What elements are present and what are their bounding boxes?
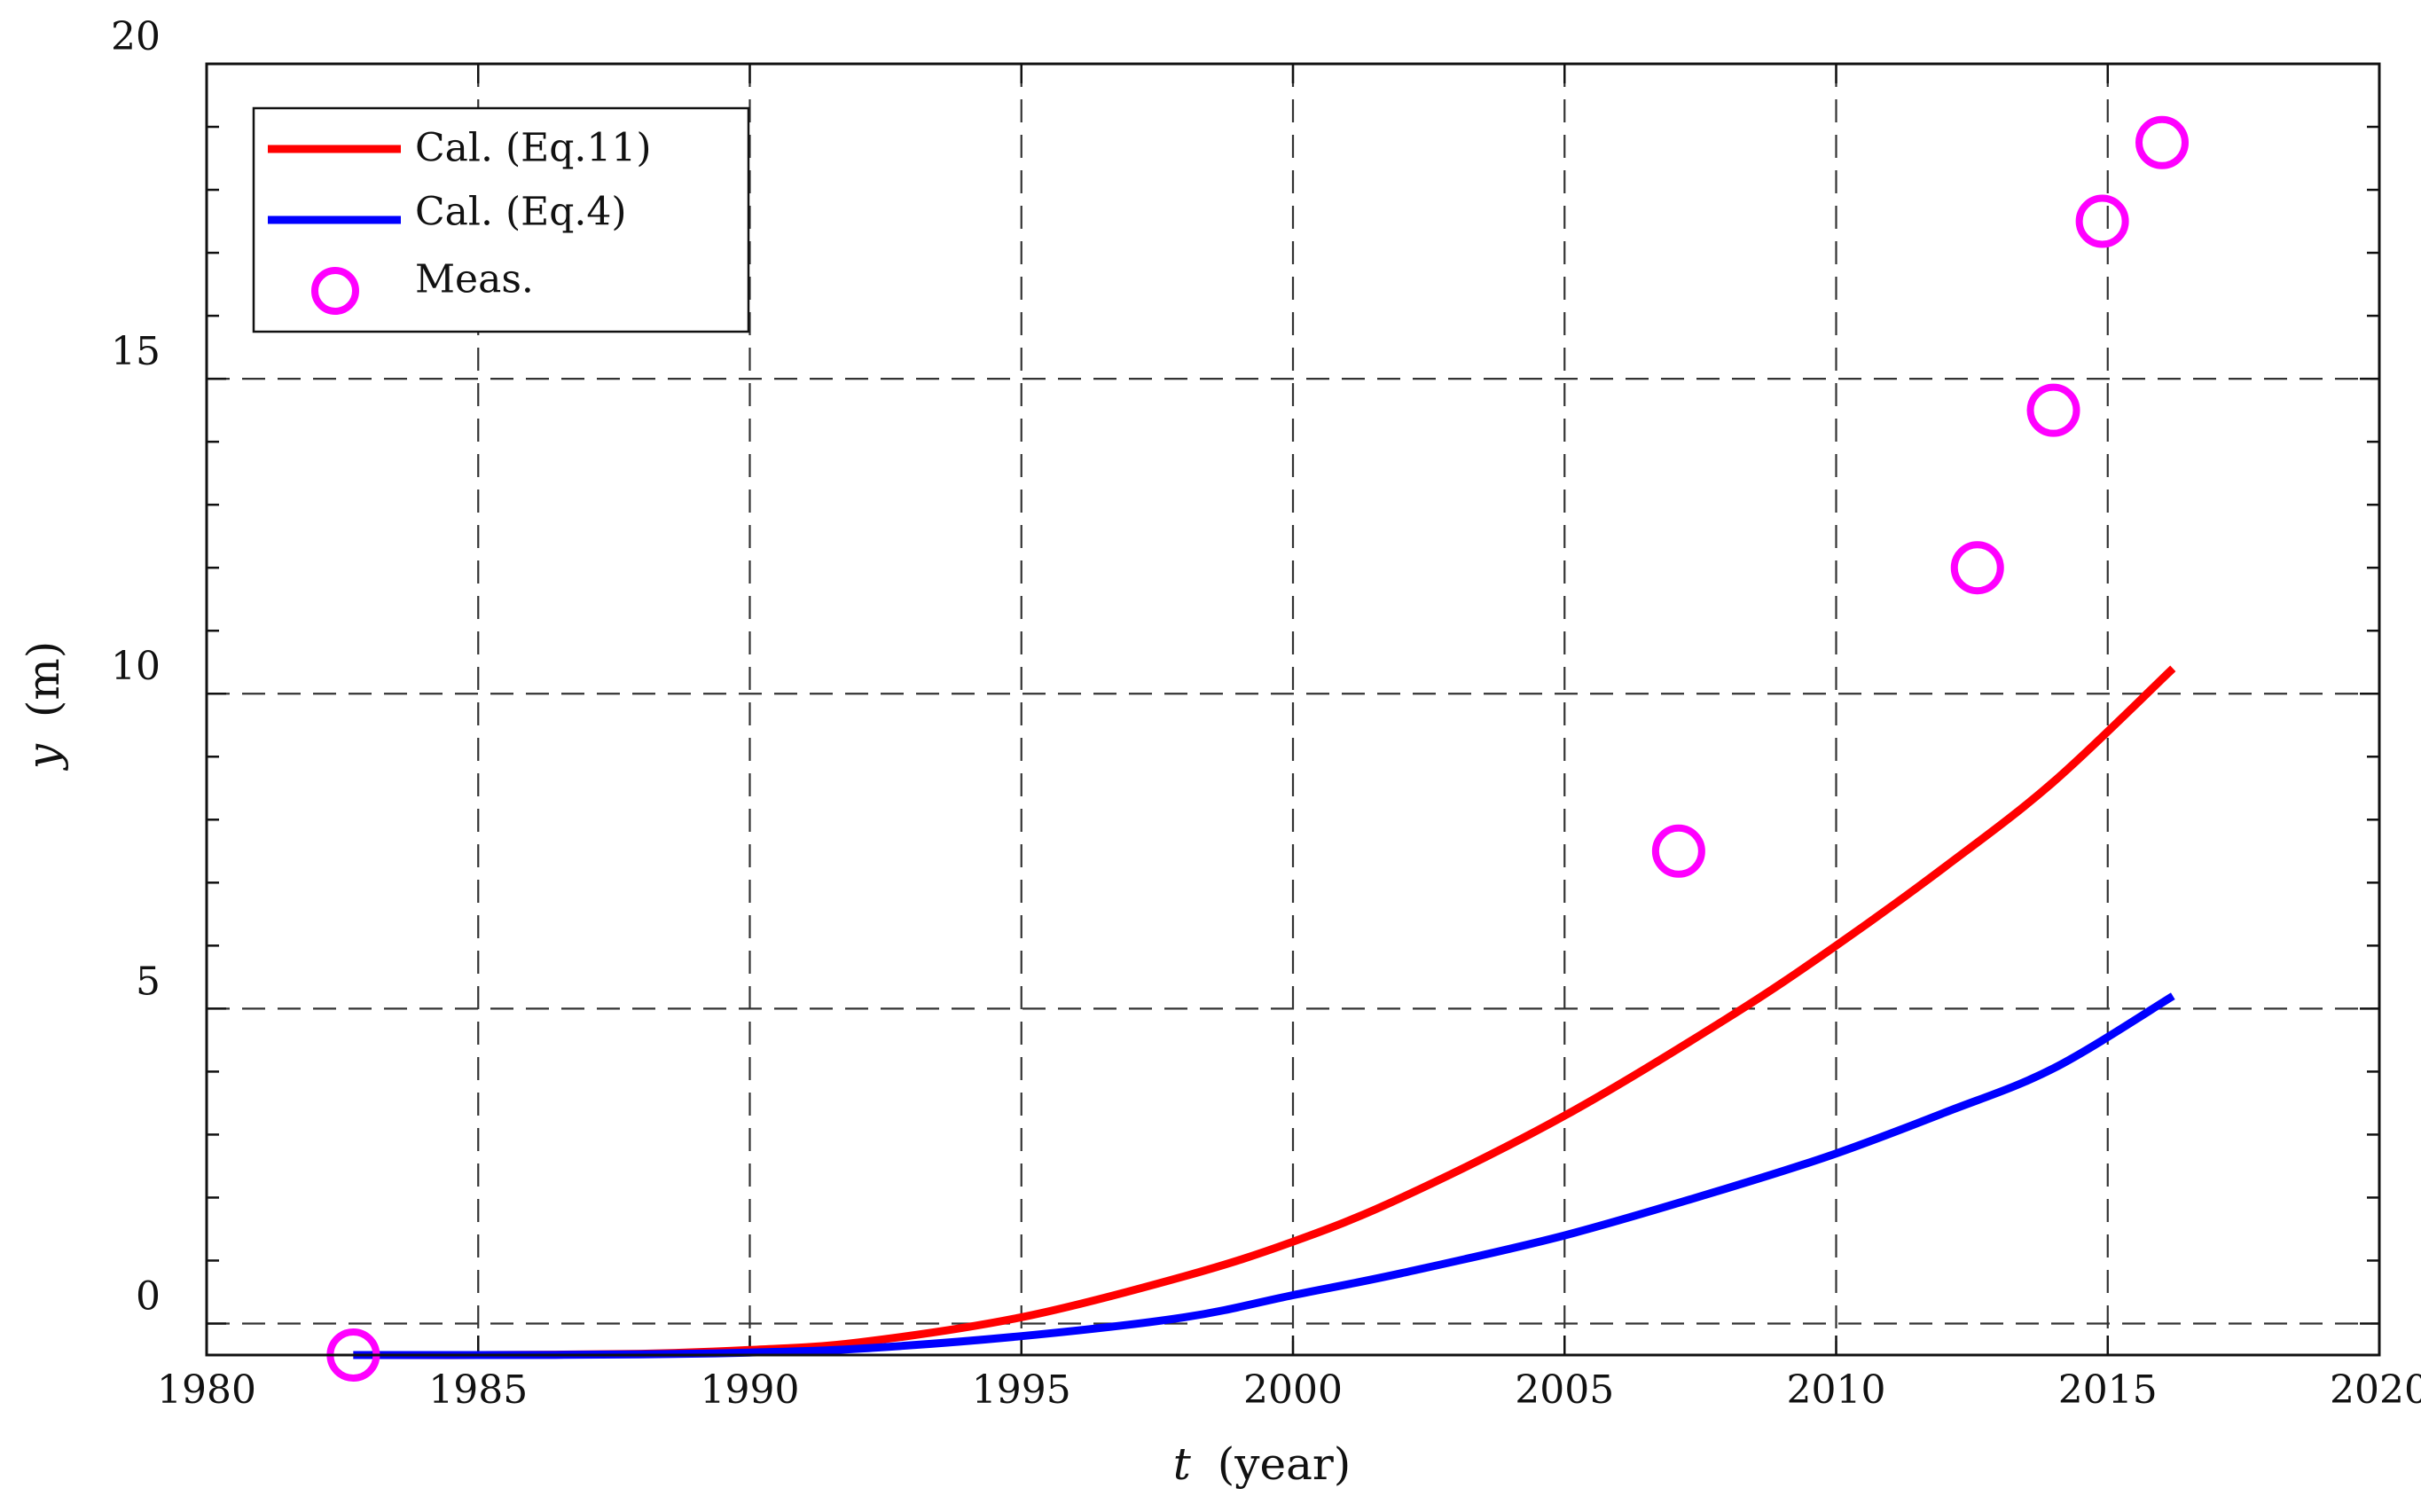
x-tick-label: 2000 <box>1243 1367 1343 1413</box>
legend-marker-meas <box>311 267 359 315</box>
x-tick-label: 2010 <box>1787 1367 1886 1413</box>
x-tick-label: 2005 <box>1515 1367 1614 1413</box>
x-tick-label: 1980 <box>157 1367 256 1413</box>
y-axis-label: y (m) <box>18 641 69 772</box>
y-tick-label: 15 <box>111 329 161 374</box>
grid <box>207 64 2379 1355</box>
x-tick-label: 1995 <box>972 1367 1071 1413</box>
y-tick-label: 5 <box>136 959 161 1004</box>
legend: Cal. (Eq.11) Cal. (Eq.4) Meas. <box>252 106 750 333</box>
meas-point <box>2135 115 2189 169</box>
meas-point <box>1651 824 1705 878</box>
x-tick-labels: 1980 1985 1990 1995 2000 2005 2010 2015 2020 <box>157 1367 2421 1413</box>
y-axis-unit: (m) <box>18 641 69 717</box>
x-axis-variable: t <box>1173 1438 1192 1490</box>
legend-label-meas: Meas. <box>415 257 534 302</box>
x-axis-unit: (year) <box>1218 1438 1352 1490</box>
x-axis-label: t (year) <box>1173 1438 1352 1490</box>
y-tick-label: 20 <box>111 14 161 59</box>
legend-label-eq11: Cal. (Eq.11) <box>415 126 652 171</box>
y-tick-labels: 0 5 10 15 20 <box>111 14 161 1319</box>
x-tick-label: 1990 <box>701 1367 800 1413</box>
x-tick-label: 1985 <box>428 1367 528 1413</box>
y-axis-variable: y <box>18 743 69 771</box>
meas-point <box>1950 541 2004 595</box>
y-tick-label: 0 <box>136 1273 161 1319</box>
plot-frame <box>205 62 2381 1357</box>
y-tick-label: 10 <box>111 644 161 689</box>
meas-point <box>2075 194 2129 248</box>
meas-point <box>2026 383 2080 437</box>
legend-label-eq4: Cal. (Eq.4) <box>415 190 627 235</box>
x-tick-label: 2020 <box>2330 1367 2421 1413</box>
x-tick-label: 2015 <box>2058 1367 2158 1413</box>
